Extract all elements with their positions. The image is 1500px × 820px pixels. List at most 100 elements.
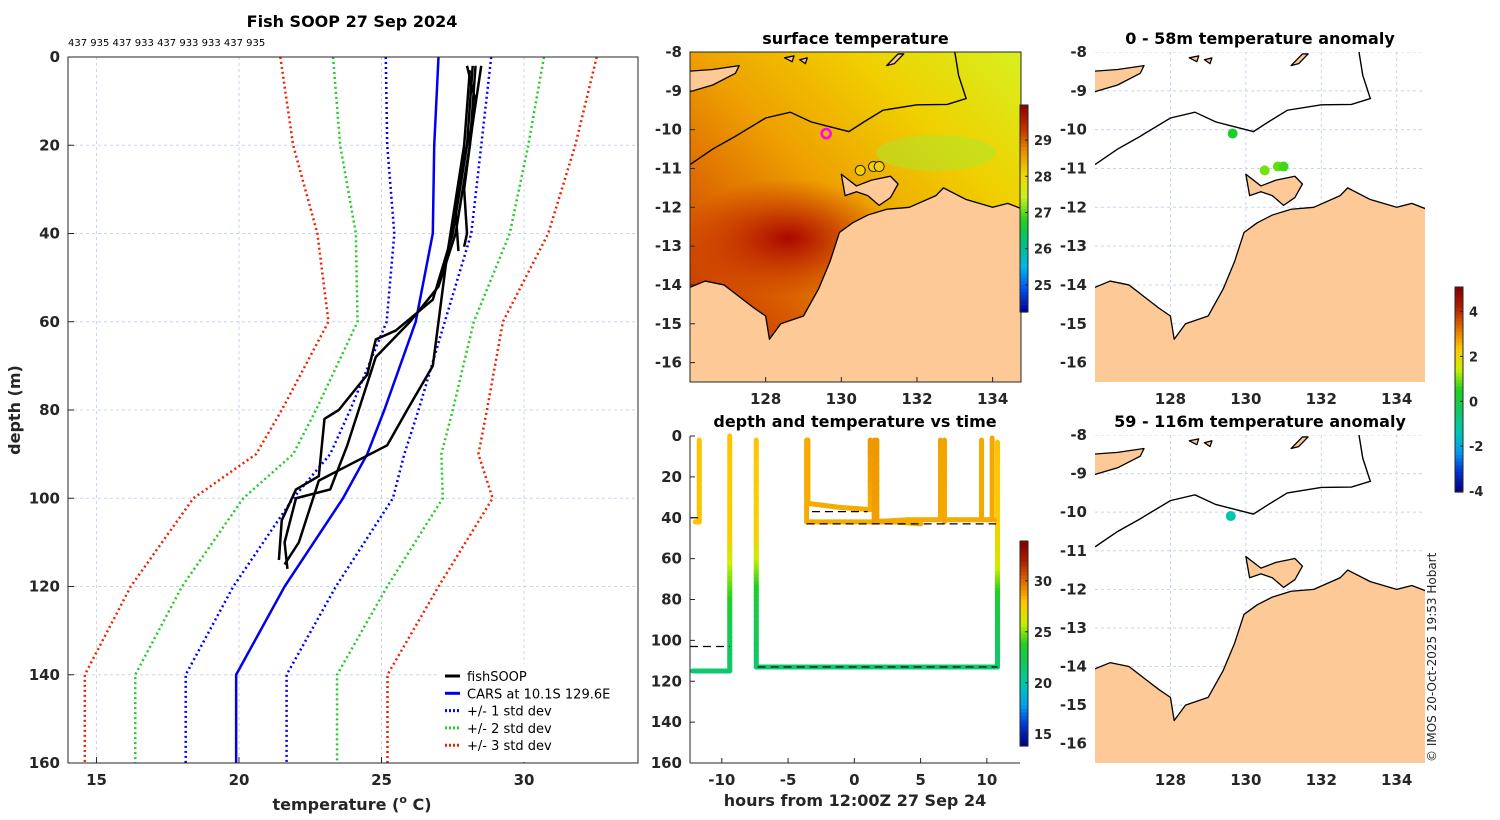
colorbar-cell [1455,358,1463,363]
y-tick-label: -10 [1060,121,1087,139]
colorbar-cell [1020,287,1028,292]
colorbar-cell [1020,670,1028,675]
colorbar-cell [1020,274,1028,279]
chart-title: surface temperature [762,29,949,48]
colorbar-cell [1020,201,1028,206]
colorbar-cell [1020,249,1028,254]
colorbar-cell [1020,667,1028,672]
colorbar-cell [1020,657,1028,662]
y-tick-label: -12 [1060,198,1087,216]
colorbar-cell [1020,122,1028,127]
colorbar-cell [1455,416,1463,421]
island-land [1245,555,1304,589]
profile-location-marker [873,161,885,173]
track [804,437,998,525]
colorbar-cell [1020,626,1028,631]
isobath-contour [1095,435,1372,548]
colorbar-cell [1020,636,1028,641]
colorbar-cell [1020,208,1028,213]
x-tick-label: 10 [976,771,997,789]
colorbar-cell [1020,160,1028,165]
y-tick-label: -9 [665,82,682,100]
colorbar-cell [1020,205,1028,210]
x-tick-label: 130 [826,390,857,408]
colorbar-cell [1455,321,1463,326]
colorbar-cell [1455,454,1463,459]
island-land [1095,447,1145,476]
x-tick-label: 128 [1155,390,1186,408]
fishsoop-profile-line [283,65,477,569]
island-land [690,64,740,93]
sst-colorbar: 25 26 27 28 29 [1019,104,1052,313]
colorbar-cell [1020,595,1028,600]
colorbar-cell [1020,599,1028,604]
y-tick-label: -12 [655,198,682,216]
track [874,437,924,527]
chart-title: 59 - 116m temperature anomaly [1114,412,1406,431]
island-land [1095,64,1145,93]
track [692,437,702,525]
colorbar-cell [1020,129,1028,134]
colorbar-cell [1020,105,1028,110]
colorbar-cell [1020,277,1028,282]
chart-title: 0 - 58m temperature anomaly [1125,29,1395,48]
temperature-colorbar: 15 20 25 30 [1019,540,1052,747]
y-tick-label: 40 [39,225,60,243]
colorbar-cell [1455,471,1463,476]
colorbar-cell [1020,732,1028,737]
colorbar-cell [1020,270,1028,275]
colorbar-tick-label: -2 [1469,440,1483,455]
colorbar-tick-label: 28 [1034,170,1052,185]
x-tick-label: 132 [901,390,932,408]
colorbar-cell [1455,314,1463,319]
colorbar-cell [1020,643,1028,648]
colorbar-cell [1020,602,1028,607]
colorbar-tick-label: 25 [1034,279,1052,294]
colorbar-cell [1020,198,1028,203]
colorbar-cell [1020,544,1028,549]
island-land [1188,438,1200,446]
colorbar-cell [1020,243,1028,248]
colorbar-cell [1020,263,1028,268]
x-axis-label-part: temperature ( [272,795,399,814]
colorbar-cell [1020,592,1028,597]
colorbar-cell [1455,293,1463,298]
colorbar-tick-label: 15 [1034,728,1052,743]
island-land [840,173,899,207]
y-axis-label: depth (m) [5,365,24,455]
colorbar-cell [1455,372,1463,377]
legend-background [438,664,637,762]
colorbar-cell [1020,170,1028,175]
x-tick-label: 130 [1230,771,1261,789]
colorbar-cell [1020,619,1028,624]
colorbar-tick-label: 25 [1034,626,1052,641]
colorbar-cell [1020,687,1028,692]
colorbar-cell [1455,437,1463,442]
isobath-contour [690,52,968,166]
island-land [886,53,905,67]
colorbar-tick-label: 2 [1469,350,1478,365]
colorbar-cell [1020,215,1028,220]
colorbar-cell [1020,660,1028,665]
colorbar-cell [1020,194,1028,199]
colorbar-cell [1455,365,1463,370]
y-tick-label: 120 [651,672,682,690]
colorbar-cell [1455,300,1463,305]
y-tick-label: -14 [1060,276,1087,294]
anomaly-marker [1225,511,1236,522]
island-land [1290,53,1309,67]
colorbar-cell [1455,307,1463,312]
y-tick-label: -15 [1060,696,1087,714]
colorbar-cell [1455,369,1463,374]
x-tick-label: 30 [514,771,535,789]
colorbar-tick-label: -4 [1469,485,1483,500]
colorbar-tick-label: 26 [1034,243,1052,258]
colorbar-cell [1455,474,1463,479]
island-land [1203,57,1213,65]
y-tick-label: -16 [655,354,682,372]
colorbar-cell [1455,355,1463,360]
track [805,437,873,513]
colorbar-cell [1020,156,1028,161]
isobath-contour [1095,52,1372,166]
colorbar-cell [1020,111,1028,116]
